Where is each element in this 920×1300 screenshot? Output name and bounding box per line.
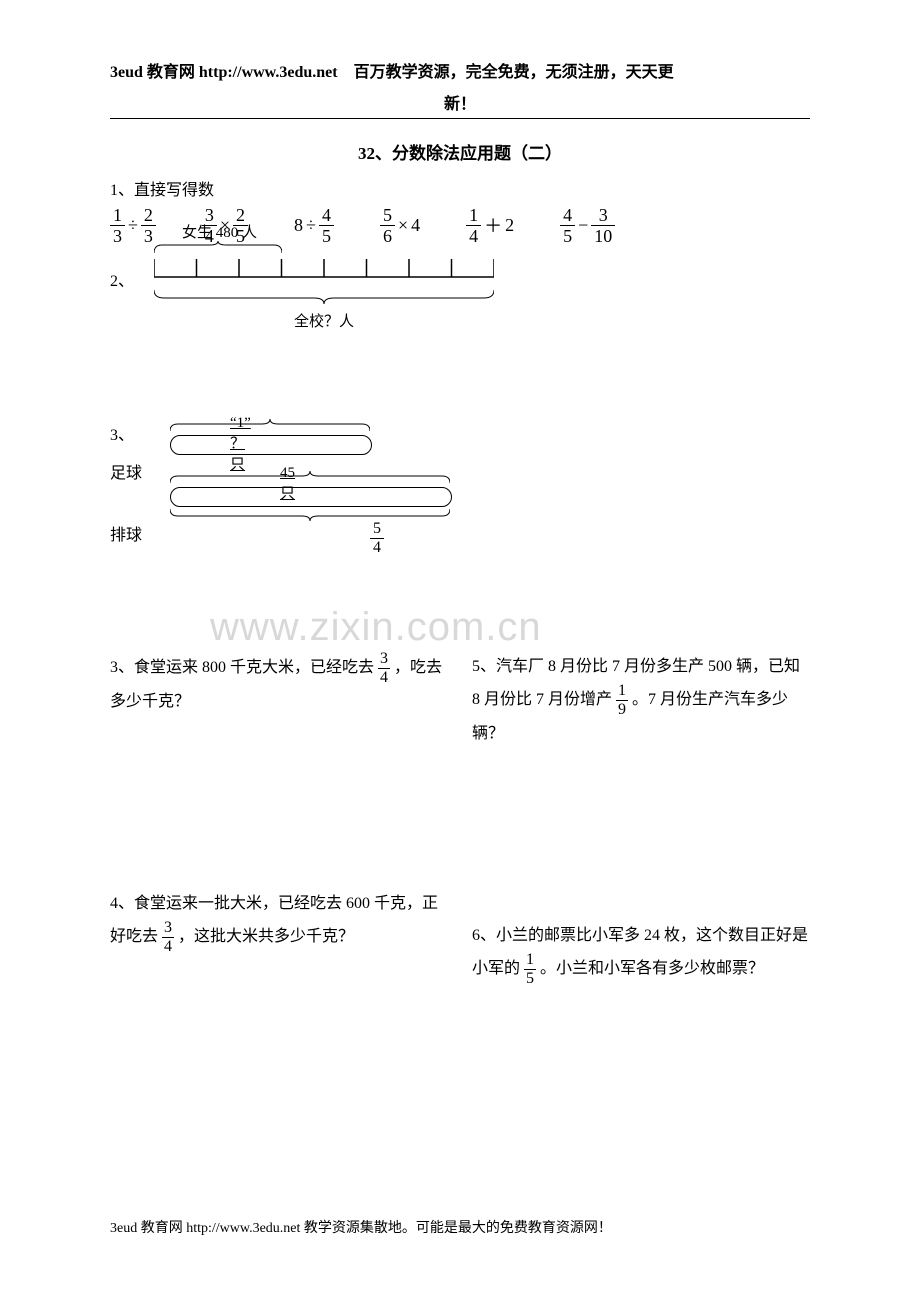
q1-label: 1、直接写得数 xyxy=(110,176,810,200)
problem-4: 4、食堂运来一批大米，已经吃去 600 千克，正好吃去 34 ，这批大米共多少千… xyxy=(110,888,448,955)
expr-1: 13 ÷ 23 xyxy=(110,206,156,245)
problem-6: 6、小兰的邮票比小军多 24 枚，这个数目正好是小军的 15 。小兰和小军各有多… xyxy=(472,920,810,987)
q3-row2-label: 排球 xyxy=(110,521,170,545)
q3-fraction: 54 xyxy=(370,521,384,556)
expr-5: 14 ＋ 2 xyxy=(466,206,514,245)
problems-columns: 3、食堂运来 800 千克大米，已经吃去 34 ，吃去多少千克？ 4、食堂运来一… xyxy=(110,651,810,1157)
page-header: 3eud 教育网 http://www.3edu.net 百万教学资源，完全免费… xyxy=(110,60,810,86)
page-footer: 3eud 教育网 http://www.3edu.net 教学资源集散地。可能是… xyxy=(110,1217,810,1237)
header-text-a: 3eud 教育网 http://www.3edu.net xyxy=(110,64,338,81)
brace-bar2-icon xyxy=(170,471,450,483)
bar-football xyxy=(170,435,372,455)
problem-3: 3、食堂运来 800 千克大米，已经吃去 34 ，吃去多少千克？ xyxy=(110,651,448,718)
q3-label: 3、 xyxy=(110,421,170,445)
q2-label: 2、 xyxy=(110,267,134,291)
q2-bottom-label: 全校？人 xyxy=(154,310,494,331)
ruler-icon xyxy=(154,253,494,281)
bar-volleyball xyxy=(170,487,452,507)
problem-5: 5、汽车厂 8 月份比 7 月份多生产 500 辆，已知 8 月份比 7 月份增… xyxy=(472,651,810,750)
expr-4: 56 × 4 xyxy=(380,206,420,245)
watermark: www.zixin.com.cn xyxy=(210,605,542,650)
q3-diagram: 3、 足球 排球 “1” ？只 45 只 54 xyxy=(110,421,810,591)
brace-top-icon xyxy=(154,241,282,253)
header-divider xyxy=(110,118,810,119)
q3-row1-label: 足球 xyxy=(110,459,170,483)
expr-3: 8 ÷ 45 xyxy=(294,206,334,245)
header-line2: 新！ xyxy=(110,90,810,114)
q2-top-label: 女生 480 人 xyxy=(182,221,257,242)
expr-6: 45 − 310 xyxy=(560,206,615,245)
brace-bottom-icon xyxy=(154,290,494,304)
worksheet-title: 32、分数除法应用题（二） xyxy=(110,139,810,164)
header-text-b: 百万教学资源，完全免费，无须注册，天天更 xyxy=(354,64,674,81)
brace-bar1-icon xyxy=(170,419,370,431)
q2-diagram: 2、 女生 480 人 全校？人 xyxy=(110,253,810,331)
brace-bar2-under-icon xyxy=(170,509,450,521)
